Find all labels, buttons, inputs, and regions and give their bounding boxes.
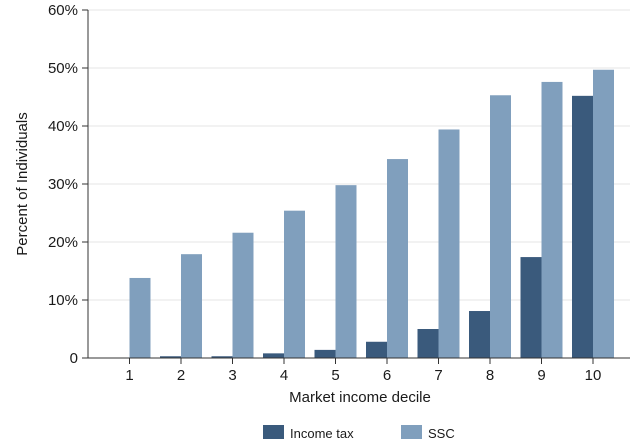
x-tick-label: 2: [177, 367, 185, 384]
bar-ssc-8: [490, 95, 511, 358]
y-tick-label: 10%: [48, 292, 78, 309]
x-tick-label: 3: [228, 367, 236, 384]
bar-ssc-9: [541, 81, 563, 359]
bar-income-tax-2: [160, 356, 181, 358]
bar-ssc-6: [387, 159, 408, 358]
legend: Income tax SSC: [263, 425, 455, 440]
x-tick-label: 1: [125, 367, 133, 384]
bar-ssc-2: [181, 254, 202, 358]
x-tick-label: 9: [537, 367, 545, 384]
y-tick-label: 50%: [48, 60, 78, 77]
x-axis-title: Market income decile: [289, 389, 431, 406]
y-tick-label: 0: [70, 350, 78, 367]
y-axis-title: Percent of Individuals: [14, 112, 31, 255]
bar-income-tax-7: [417, 329, 439, 358]
y-tick-label: 20%: [48, 234, 78, 251]
bar-income-tax-5: [314, 349, 336, 358]
legend-label-income-tax: Income tax: [290, 426, 354, 440]
x-tick-label: 5: [331, 367, 339, 384]
y-tick-label: 40%: [48, 118, 78, 135]
bar-income-tax-4: [263, 353, 284, 358]
bars: [129, 69, 614, 359]
legend-swatch-income-tax: [263, 425, 284, 439]
y-tick-labels: 0 10% 20% 30% 40% 50% 60%: [48, 2, 78, 367]
y-tick-label: 30%: [48, 176, 78, 193]
bar-income-tax-6: [366, 341, 387, 358]
bar-ssc-7: [438, 129, 460, 358]
bar-income-tax-3: [211, 356, 233, 358]
bar-ssc-5: [335, 185, 357, 358]
x-tick-label: 10: [585, 367, 602, 384]
x-tick-label: 4: [280, 367, 288, 384]
bar-ssc-1: [129, 277, 151, 358]
bar-income-tax-10: [572, 95, 593, 358]
axes: [82, 9, 630, 364]
x-tick-label: 8: [486, 367, 494, 384]
legend-label-ssc: SSC: [428, 426, 455, 440]
x-tick-label: 7: [434, 367, 442, 384]
bar-income-tax-9: [520, 257, 542, 358]
y-tick-label: 60%: [48, 2, 78, 19]
x-tick-labels: 1 2 3 4 5 6 7 8 9 10: [125, 367, 601, 384]
bar-ssc-3: [232, 232, 254, 358]
bar-income-tax-8: [469, 311, 490, 358]
bar-ssc-10: [593, 69, 614, 359]
bar-ssc-4: [284, 210, 305, 358]
x-tick-label: 6: [383, 367, 391, 384]
legend-swatch-ssc: [401, 425, 422, 439]
